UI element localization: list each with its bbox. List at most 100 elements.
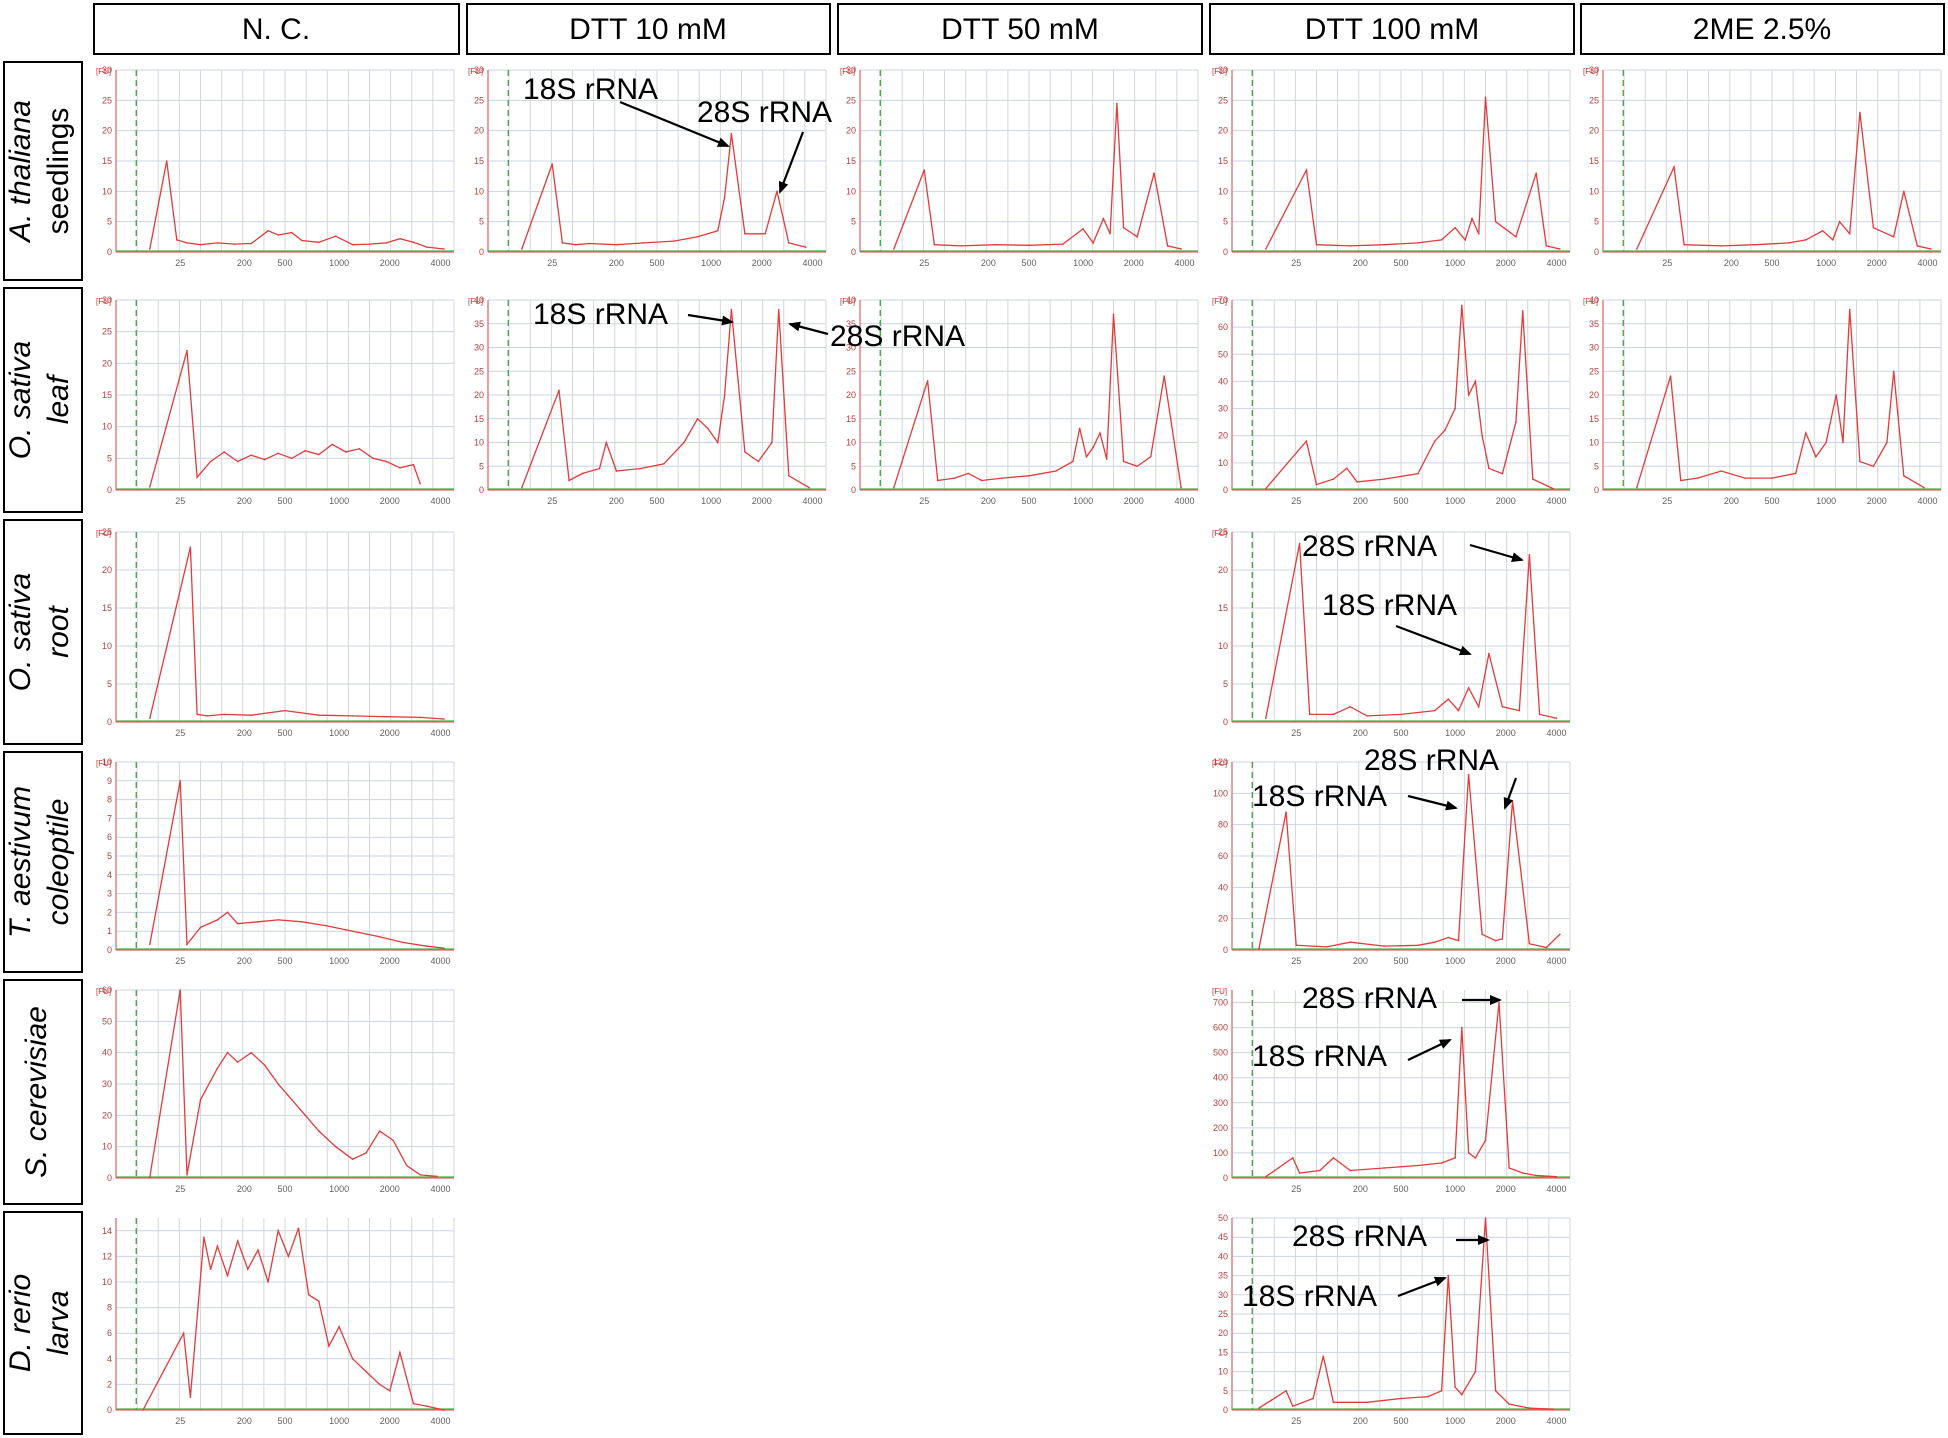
y-tick-label: 10	[1589, 186, 1599, 196]
trace-point	[1305, 440, 1308, 442]
arrow-18s-r0c1	[619, 100, 730, 148]
trace-point	[247, 1268, 249, 1270]
trace-point	[324, 924, 327, 927]
y-axis-label: [FU]	[1212, 987, 1227, 996]
trace-point	[405, 1164, 408, 1167]
trace-point	[521, 486, 523, 489]
column-header-box-dtt10	[466, 3, 831, 55]
x-tick-label: 500	[1393, 258, 1408, 268]
y-tick-label: 10	[102, 1142, 112, 1152]
trace-point	[149, 248, 151, 250]
trace-point	[1636, 248, 1638, 250]
x-tick-label: 25	[547, 258, 557, 268]
y-tick-label: 2	[107, 907, 112, 917]
trace-point	[1366, 1401, 1368, 1404]
trace-point	[1771, 477, 1773, 479]
x-tick-label: 25	[175, 956, 185, 966]
trace-point	[179, 989, 182, 991]
panel-r0c4: 0 5 10 15 20 25 30[FU] 25 200 500 1000 2000 4000	[1583, 65, 1942, 268]
trace-point	[223, 713, 225, 716]
trace-point	[257, 1249, 259, 1251]
trace-point	[1292, 1405, 1294, 1407]
y-tick-label: 3	[107, 889, 112, 899]
trace-point	[717, 441, 719, 444]
trace-point	[1153, 172, 1155, 174]
trace-point	[250, 1051, 252, 1054]
trace-point	[1315, 483, 1318, 486]
trace-point	[1903, 474, 1905, 477]
row-header-italic-2: O. sativa	[4, 573, 37, 691]
trace-point	[297, 1227, 300, 1230]
trace-point	[182, 1332, 185, 1334]
trace-point	[764, 233, 766, 235]
trace-point	[1477, 233, 1480, 235]
x-tick-label: 200	[237, 1416, 252, 1426]
y-axis-label: [FU]	[96, 987, 111, 996]
trace-point	[1102, 217, 1105, 220]
trace-point	[1528, 554, 1531, 556]
trace-point	[226, 911, 229, 914]
trace-point	[1832, 239, 1834, 241]
trace-point	[277, 1230, 280, 1232]
x-tick-label: 200	[237, 258, 252, 268]
x-tick-label: 200	[237, 496, 252, 506]
trace-point	[1805, 432, 1807, 434]
trace-point	[351, 1158, 354, 1160]
trace-point	[233, 243, 236, 245]
arrow-18s-r4c3	[1407, 1039, 1452, 1061]
trace-point	[1434, 709, 1436, 712]
y-tick-label: 50	[1218, 1213, 1228, 1223]
row-header-box-3	[3, 751, 83, 973]
trace-point	[1349, 1169, 1352, 1172]
x-tick-label: 1000	[1445, 956, 1465, 966]
trace-point	[1494, 1390, 1497, 1392]
x-tick-label: 25	[175, 1416, 185, 1426]
trace-point	[1417, 1164, 1419, 1167]
trace-point	[1501, 938, 1504, 940]
trace-point	[149, 486, 151, 488]
y-tick-label: 10	[1589, 438, 1599, 448]
y-tick-label: 30	[1218, 404, 1228, 414]
x-tick-label: 25	[1291, 956, 1301, 966]
trace-point	[199, 1098, 202, 1101]
column-header-box-nc	[93, 3, 460, 55]
trace-point	[250, 242, 252, 245]
y-tick-label: 0	[1594, 485, 1599, 495]
x-tick-label: 4000	[430, 258, 450, 268]
trace-point	[206, 715, 209, 717]
x-tick-label: 1000	[329, 1416, 349, 1426]
x-tick-label: 200	[981, 496, 996, 506]
x-tick-label: 2000	[752, 496, 772, 506]
trace-point	[277, 234, 280, 236]
trace-point	[575, 243, 577, 246]
x-tick-label: 2000	[1496, 496, 1516, 506]
trace-point	[250, 714, 252, 716]
x-tick-label: 1000	[1445, 496, 1465, 506]
y-tick-label: 40	[1218, 882, 1228, 892]
column-header-box-dtt100	[1209, 3, 1575, 55]
trace-point	[301, 239, 303, 242]
x-tick-label: 2000	[1124, 258, 1144, 268]
x-tick-label: 2000	[1496, 728, 1516, 738]
trace-point	[436, 1175, 438, 1178]
row-header-box-2	[3, 519, 83, 745]
row-header-plain-1: leaf	[42, 373, 75, 424]
x-tick-label: 2000	[1867, 496, 1887, 506]
trace-point	[673, 240, 675, 242]
trace-point	[412, 1402, 415, 1405]
panel-r1c1: 0 5 10 15 20 25 30 35 40[FU] 25 200 500 1000 2000 4000	[468, 295, 827, 506]
trace-point	[1872, 465, 1875, 468]
trace-point	[1669, 375, 1672, 377]
y-tick-label: 20	[1589, 390, 1599, 400]
trace-point	[730, 308, 733, 311]
trace-point	[290, 457, 293, 460]
trace-point	[1454, 407, 1456, 410]
trace-point	[1332, 1157, 1335, 1159]
y-tick-label: 0	[107, 485, 112, 495]
y-tick-label: 10	[102, 186, 112, 196]
trace-point	[1683, 243, 1685, 246]
trace-point	[1305, 169, 1308, 171]
trace-point	[1518, 709, 1521, 712]
x-tick-label: 500	[1021, 258, 1036, 268]
